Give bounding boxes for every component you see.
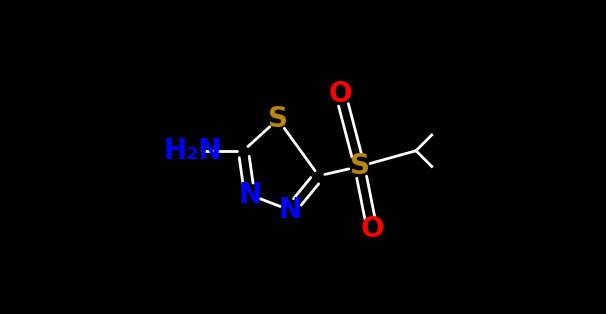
Text: N: N (238, 181, 261, 209)
Text: O: O (361, 215, 384, 243)
Text: S: S (350, 152, 370, 181)
Text: N: N (279, 196, 302, 225)
Text: S: S (268, 105, 288, 133)
Text: O: O (329, 80, 353, 108)
Text: H₂N: H₂N (164, 137, 222, 165)
